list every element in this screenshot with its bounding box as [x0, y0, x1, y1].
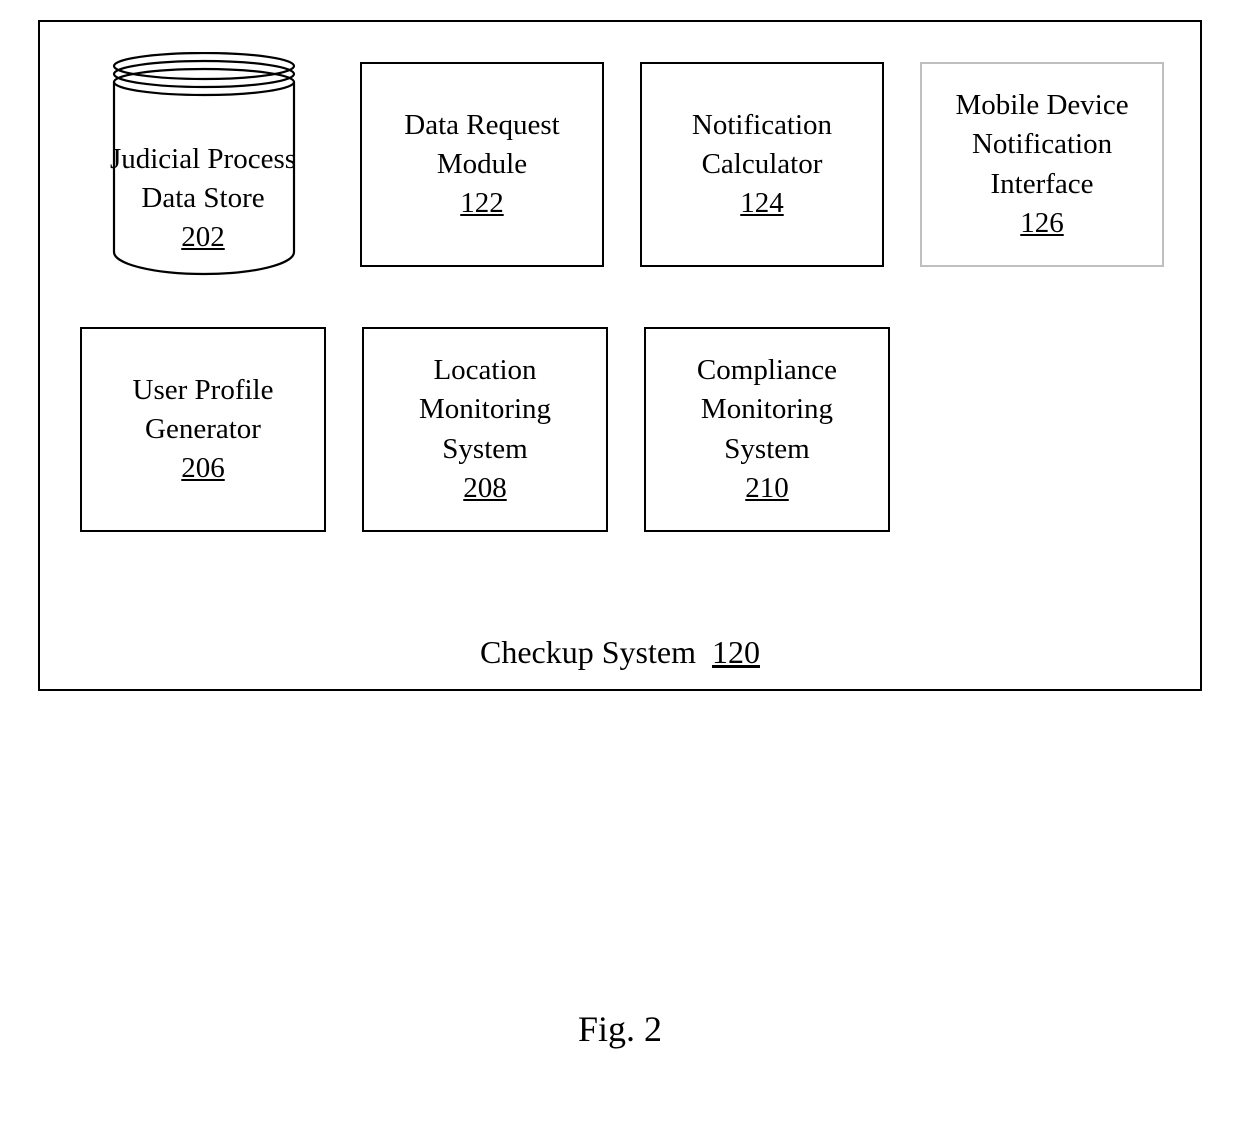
system-caption: Checkup System 120 — [40, 634, 1200, 671]
module-row-2: User ProfileGenerator206LocationMonitori… — [80, 327, 1164, 532]
module-grid: Judicial ProcessData Store202 Data Reques… — [80, 62, 1164, 532]
module-row-1: Judicial ProcessData Store202 Data Reques… — [80, 62, 1164, 267]
module-box: LocationMonitoringSystem208 — [362, 327, 608, 532]
data-store-label: Judicial ProcessData Store202 — [80, 140, 326, 257]
data-store-cylinder: Judicial ProcessData Store202 — [80, 62, 324, 267]
module-box: ComplianceMonitoringSystem 210 — [644, 327, 890, 532]
module-box: NotificationCalculator124 — [640, 62, 884, 267]
system-title: Checkup System — [480, 634, 696, 670]
figure-label: Fig. 2 — [0, 1008, 1240, 1050]
checkup-system-container: Judicial ProcessData Store202 Data Reques… — [38, 20, 1202, 691]
system-ref: 120 — [712, 634, 760, 670]
module-box: Data RequestModule122 — [360, 62, 604, 267]
module-box: User ProfileGenerator206 — [80, 327, 326, 532]
module-box: Mobile DeviceNotificationInterface 126 — [920, 62, 1164, 267]
